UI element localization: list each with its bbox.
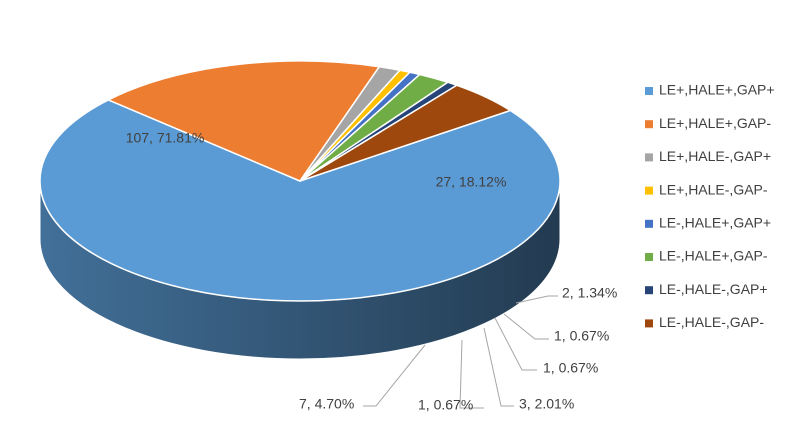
legend-swatch <box>645 253 653 261</box>
legend-item-leplus-haleplus-gapminus: LE+,HALE+,GAP- <box>645 115 771 131</box>
legend-swatch <box>645 219 653 228</box>
legend-item-leminus-haleplus-gapplus: LE-,HALE+,GAP+ <box>645 215 771 231</box>
slice-leminus-haleminus-gapminus <box>299 84 512 182</box>
legend-label: LE+,HALE-,GAP- <box>659 181 768 197</box>
slice-leplus-haleplus-gapminus <box>107 60 381 182</box>
legend-label: LE-,HALE+,GAP- <box>659 248 768 264</box>
legend-swatch <box>645 120 653 129</box>
slice-leplus-haleplus-gapplus <box>39 99 561 302</box>
legend-swatch <box>645 319 653 328</box>
legend-item-leminus-haleminus-gapplus: LE-,HALE-,GAP+ <box>645 281 768 297</box>
legend-label: LE-,HALE-,GAP+ <box>659 281 768 297</box>
data-label-leplus-haleplus-gapplus: 107, 71.81% <box>126 130 205 146</box>
legend-label: LE-,HALE+,GAP+ <box>659 215 771 231</box>
leader-line-leminus-haleminus-gapplus <box>459 339 484 409</box>
leader-line-leminus-haleplus-gapminus <box>483 327 514 407</box>
data-labels: 107, 71.81% 27, 18.12% 2, 1.34% 1, 0.67% 1, … <box>126 130 618 413</box>
data-label-leplus-haleplus-gapminus: 27, 18.12% <box>436 174 507 190</box>
legend-swatch <box>645 153 653 162</box>
legend-label: LE+,HALE+,GAP+ <box>659 82 775 98</box>
legend: LE+,HALE+,GAP+ LE+,HALE+,GAP- LE+,HALE-,GA… <box>645 82 775 330</box>
legend-label: LE-,HALE-,GAP- <box>659 314 764 330</box>
leader-line-leminus-haleminus-gapminus <box>363 344 426 407</box>
legend-swatch <box>645 286 653 295</box>
legend-item-leplus-haleminus-gapplus: LE+,HALE-,GAP+ <box>645 148 771 164</box>
legend-label: LE+,HALE-,GAP+ <box>659 148 771 164</box>
pie-tops <box>39 60 561 302</box>
data-label-leplus-haleminus-gapminus: 1, 0.67% <box>554 328 609 344</box>
leader-line-leplus-haleminus-gapminus <box>503 313 549 340</box>
leader-line-leplus-haleminus-gapplus <box>515 295 558 304</box>
data-label-leminus-haleplus-gapminus: 3, 2.01% <box>519 396 574 412</box>
leader-lines <box>363 295 558 409</box>
data-label-leplus-haleminus-gapplus: 2, 1.34% <box>562 285 617 301</box>
legend-item-leplus-haleplus-gapplus: LE+,HALE+,GAP+ <box>645 82 775 98</box>
data-label-leminus-haleminus-gapminus: 7, 4.70% <box>299 396 354 412</box>
legend-item-leplus-haleminus-gapminus: LE+,HALE-,GAP- <box>645 181 768 197</box>
legend-label: LE+,HALE+,GAP- <box>659 115 771 131</box>
data-label-leminus-haleplus-gapplus: 1, 0.67% <box>543 360 598 376</box>
legend-item-leminus-haleminus-gapminus: LE-,HALE-,GAP- <box>645 314 764 330</box>
legend-item-leminus-haleplus-gapminus: LE-,HALE+,GAP- <box>645 248 768 264</box>
legend-swatch <box>645 186 653 195</box>
legend-swatch <box>645 87 653 95</box>
data-label-leminus-haleminus-gapplus: 1, 0.67% <box>418 397 473 413</box>
leader-line-leminus-haleplus-gapplus <box>494 317 537 371</box>
